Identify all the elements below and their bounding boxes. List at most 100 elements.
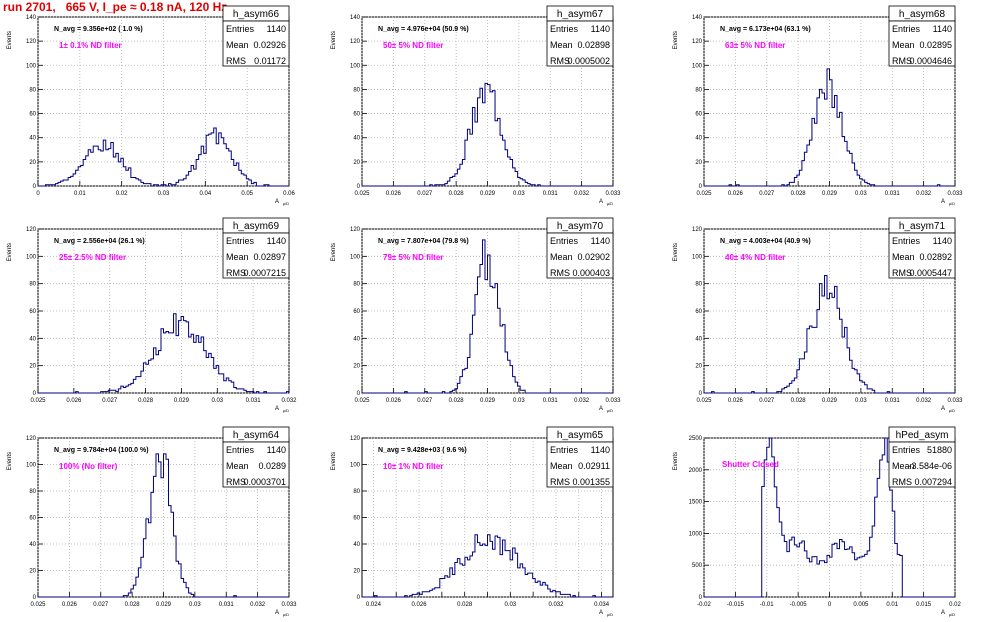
x-tick-label: 0.026 — [386, 191, 402, 197]
stats-entries-value: 1140 — [591, 24, 610, 34]
histogram-panel-h_asym64: 0.025 0.026 0.027 0.028 0.029 0.03 0.031 0.032 0… — [7, 426, 297, 617]
x-tick-label: 0.027 — [417, 398, 433, 404]
navg-label: N_avg = 9.356e+02 ( 1.0 %) — [54, 26, 143, 33]
stats-rms-label: RMS — [550, 268, 570, 278]
stats-rms-value: 0.001355 — [572, 477, 610, 487]
y-tick-label: 80 — [29, 282, 36, 288]
x-tick-label: 0.031 — [219, 602, 235, 608]
y-tick-label: 20 — [695, 364, 702, 370]
stats-mean-value: 0.02895 — [919, 40, 952, 50]
stats-entries-value: 1140 — [933, 236, 952, 246]
y-tick-label: 0 — [699, 595, 703, 601]
stats-box — [222, 20, 290, 67]
x-tick-label: 0.026 — [66, 398, 82, 404]
x-tick-label: 0.03 — [158, 191, 170, 197]
stats-mean-value: -3.584e-06 — [908, 461, 952, 471]
filter-label: 63± 5% ND filter — [725, 41, 785, 50]
y-tick-label: 60 — [353, 516, 360, 522]
x-tick-label: 0.026 — [62, 602, 78, 608]
x-tick-label: 0.03 — [513, 191, 525, 197]
x-axis-label: A — [275, 199, 279, 205]
x-tick-label: 0.025 — [30, 602, 46, 608]
y-tick-label: 100 — [350, 463, 361, 469]
y-tick-label: 20 — [29, 160, 36, 166]
y-tick-label: 0 — [699, 391, 703, 397]
y-tick-label: 60 — [695, 309, 702, 315]
stats-box — [888, 441, 956, 488]
y-tick-label: 0 — [33, 391, 37, 397]
x-tick-label: 0.031 — [885, 398, 901, 404]
stats-box — [888, 20, 956, 67]
y-tick-label: 120 — [26, 39, 37, 45]
y-tick-label: 60 — [29, 309, 36, 315]
stats-mean-label: Mean — [550, 40, 573, 50]
histogram-title: h_asym65 — [557, 430, 604, 441]
stats-rms-value: 0.007294 — [914, 477, 952, 487]
histogram-series — [362, 82, 613, 187]
y-tick-label: 0 — [357, 184, 361, 190]
x-tick-label: 0.01 — [74, 191, 86, 197]
y-tick-label: 40 — [29, 336, 36, 342]
x-tick-label: 0.032 — [250, 602, 266, 608]
stats-rms-label: RMS — [550, 56, 570, 66]
y-tick-label: 1500 — [689, 500, 703, 506]
y-tick-label: 80 — [29, 87, 36, 93]
x-tick-label: 0.028 — [791, 398, 807, 404]
x-tick-label: 0.033 — [605, 398, 621, 404]
y-tick-label: 40 — [353, 336, 360, 342]
y-tick-label: 0 — [357, 391, 361, 397]
stats-entries-label: Entries — [226, 236, 255, 246]
histogram-panel-h_asym65: 0.024 0.026 0.028 0.03 0.032 0.034 0 20 40 60 80 10… — [331, 426, 614, 617]
stats-rms-value: 0.0005447 — [909, 268, 952, 278]
x-tick-label: 0.024 — [366, 602, 382, 608]
stats-box — [546, 20, 614, 67]
stats-mean-value: 0.02897 — [253, 252, 286, 262]
x-tick-label: 0.04 — [199, 191, 211, 197]
x-axis-label: A — [275, 610, 279, 616]
histogram-panel-hPed_asym: -0.02 -0.015 -0.01 -0.005 0 0.005 0.01 0.015 0.0… — [673, 426, 961, 617]
y-tick-label: 60 — [695, 112, 702, 118]
y-tick-label: 80 — [695, 87, 702, 93]
x-tick-label: 0.031 — [885, 191, 901, 197]
histogram-panel-h_asym69: 0.025 0.026 0.027 0.028 0.029 0.03 0.031 0.032 0… — [7, 217, 297, 413]
navg-label: N_avg = 4.976e+04 (50.9 %) — [378, 26, 469, 33]
stats-rms-value: 0.0004646 — [909, 56, 952, 66]
y-tick-label: 140 — [26, 15, 37, 21]
x-tick-label: 0.02 — [116, 191, 128, 197]
y-tick-label: 0 — [33, 184, 37, 190]
y-axis-label: Events — [331, 452, 337, 470]
filter-label: 100% (No filter) — [59, 462, 118, 471]
x-tick-label: -0.02 — [697, 602, 711, 608]
x-axis-label: A — [599, 406, 603, 412]
y-tick-label: 40 — [353, 542, 360, 548]
y-tick-label: 20 — [353, 569, 360, 575]
x-tick-label: 0.031 — [246, 398, 262, 404]
stats-box — [222, 232, 290, 279]
x-tick-label: 0.025 — [354, 191, 370, 197]
x-tick-label: 0.033 — [281, 602, 297, 608]
stats-entries-value: 1140 — [267, 24, 286, 34]
stats-entries-label: Entries — [892, 236, 921, 246]
navg-label: N_avg = 6.173e+04 (63.1 %) — [720, 26, 811, 33]
filter-label: 1± 0.1% ND filter — [59, 41, 122, 50]
stats-entries-label: Entries — [892, 24, 921, 34]
y-axis-label: Events — [7, 452, 13, 470]
stats-mean-value: 0.02911 — [578, 461, 610, 471]
y-tick-label: 1000 — [689, 531, 703, 537]
x-tick-label: 0.033 — [605, 191, 621, 197]
stats-rms-label: RMS — [226, 268, 246, 278]
x-tick-label: 0.027 — [759, 191, 775, 197]
y-tick-label: 100 — [26, 63, 37, 69]
y-tick-label: 2500 — [689, 436, 703, 442]
x-tick-label: 0.028 — [138, 398, 154, 404]
x-tick-label: 0.026 — [386, 398, 402, 404]
x-tick-label: 0.027 — [417, 191, 433, 197]
x-tick-label: 0.03 — [513, 398, 525, 404]
histogram-title: h_asym71 — [899, 221, 946, 232]
y-tick-label: 40 — [695, 336, 702, 342]
y-tick-label: 80 — [29, 489, 36, 495]
navg-label: N_avg = 4.003e+04 (40.9 %) — [720, 238, 811, 245]
y-axis-label: Events — [7, 243, 13, 261]
y-tick-label: 120 — [26, 436, 37, 442]
y-tick-label: 140 — [692, 15, 703, 21]
